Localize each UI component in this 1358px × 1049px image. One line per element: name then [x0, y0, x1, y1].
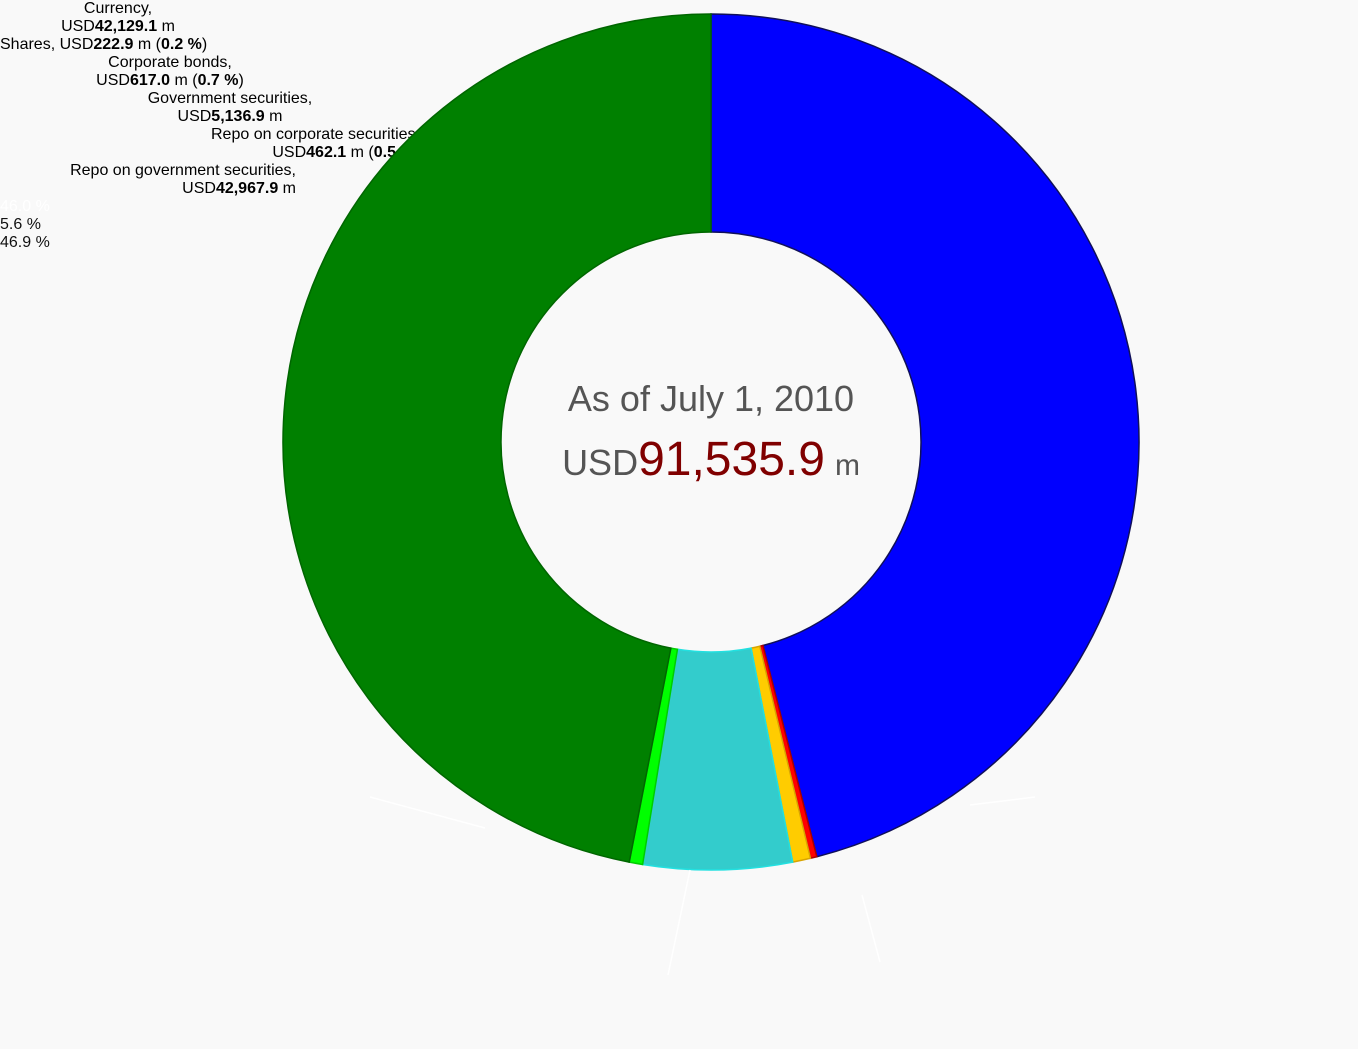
label-currency: USD	[177, 108, 212, 125]
label-value: 617.0	[129, 72, 170, 89]
percent-label: 46.0 %	[0, 198, 50, 215]
label-paren: (	[155, 36, 161, 53]
percent-label: 5.6 %	[0, 216, 41, 233]
total-unit: m	[834, 449, 860, 482]
leader-line	[369, 796, 486, 829]
label-unit: m	[269, 108, 283, 125]
data-label: Repo on corporate securities, USD462.1 m …	[0, 126, 420, 162]
label-name: Repo on government securities,	[70, 162, 296, 179]
label-name: Government securities,	[147, 90, 313, 107]
label-percent: 0.2 %	[160, 36, 202, 53]
total-currency: USD	[562, 442, 639, 483]
center-total: USD91,535.9 m	[461, 432, 961, 487]
label-currency: USD	[182, 180, 216, 197]
label-currency: USD	[272, 144, 307, 161]
label-unit: m	[161, 18, 175, 35]
label-value: 462.1	[306, 144, 347, 161]
data-label: Corporate bonds, USD617.0 m (0.7 %)	[0, 54, 340, 90]
label-unit: m	[174, 72, 188, 89]
label-name: Shares,	[0, 36, 56, 53]
percent-label: 46.9 %	[0, 234, 50, 251]
leader-line	[861, 894, 881, 963]
data-label: Government securities, USD5,136.9 m	[0, 90, 460, 126]
label-name: Currency,	[83, 0, 153, 17]
label-currency: USD	[96, 72, 130, 89]
data-label: Currency, USD42,129.1 m	[0, 0, 236, 36]
label-value: 222.9	[93, 36, 134, 53]
label-value: 5,136.9	[211, 108, 265, 125]
label-name: Repo on corporate securities,	[211, 126, 420, 143]
data-label: Shares, USD222.9 m (0.2 %)	[0, 36, 420, 54]
data-label: Repo on government securities, USD42,967.…	[0, 162, 296, 198]
label-currency: USD	[61, 18, 95, 35]
label-unit: m	[282, 180, 296, 197]
leader-line	[667, 869, 691, 976]
wedge	[282, 13, 712, 863]
label-paren: )	[238, 72, 244, 89]
wedge	[710, 13, 1140, 858]
label-paren: (	[192, 72, 198, 89]
leader-line	[969, 796, 1036, 806]
label-percent: 0.7 %	[197, 72, 239, 89]
label-name: Corporate bonds,	[108, 54, 232, 71]
label-unit: m	[137, 36, 152, 53]
label-value: 42,967.9	[215, 180, 279, 197]
label-paren: (	[368, 144, 374, 161]
label-unit: m	[350, 144, 364, 161]
label-value: 42,129.1	[94, 18, 158, 35]
center-title: As of July 1, 2010	[567, 378, 855, 419]
label-paren: )	[201, 36, 208, 53]
label-currency: USD	[59, 36, 94, 53]
total-value: 91,535.9	[638, 433, 825, 486]
